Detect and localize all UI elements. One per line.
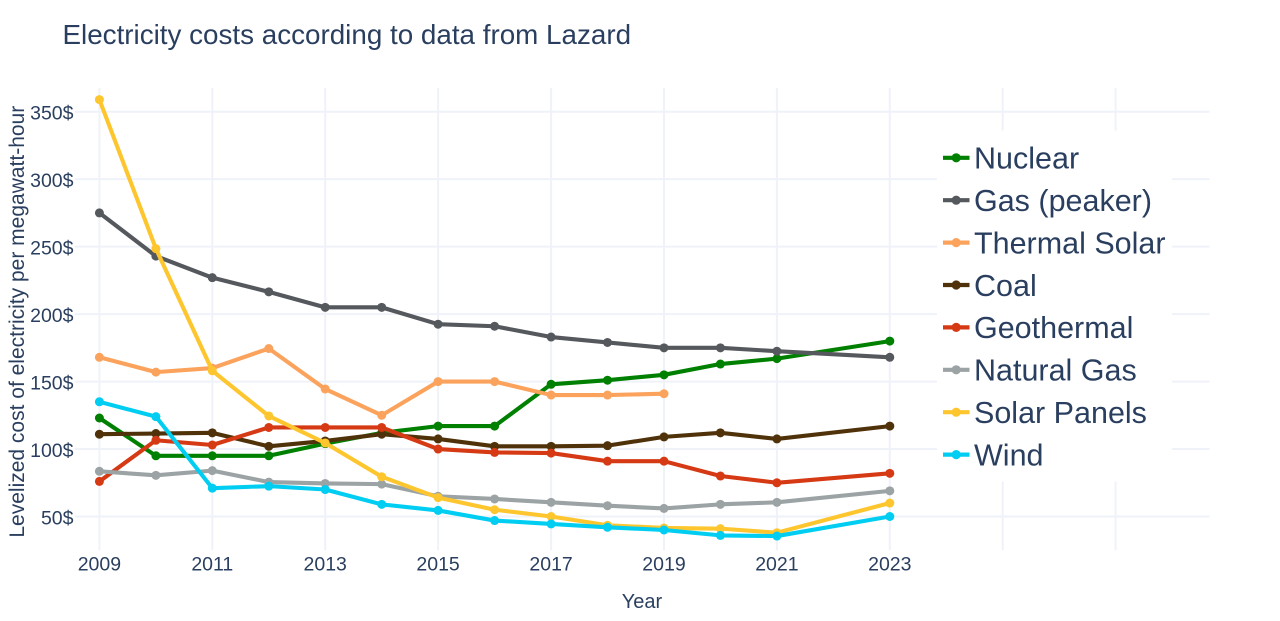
- svg-text:2021: 2021: [755, 553, 798, 575]
- svg-text:300$: 300$: [30, 170, 74, 192]
- svg-text:Coal: Coal: [974, 269, 1037, 303]
- svg-text:Nuclear: Nuclear: [974, 142, 1079, 176]
- svg-text:150$: 150$: [30, 373, 74, 395]
- svg-text:200$: 200$: [30, 305, 74, 327]
- svg-text:50$: 50$: [41, 508, 74, 530]
- svg-text:Natural Gas: Natural Gas: [974, 354, 1137, 388]
- svg-text:Gas (peaker): Gas (peaker): [974, 184, 1152, 218]
- svg-text:2015: 2015: [416, 553, 460, 575]
- svg-text:2013: 2013: [304, 553, 347, 575]
- svg-text:Thermal Solar: Thermal Solar: [974, 226, 1166, 260]
- svg-text:Levelized cost of electricity: Levelized cost of electricity per megawa…: [6, 106, 29, 538]
- svg-text:2011: 2011: [191, 553, 233, 575]
- svg-text:100$: 100$: [30, 440, 74, 462]
- svg-text:2023: 2023: [868, 553, 911, 575]
- svg-text:Solar Panels: Solar Panels: [974, 396, 1147, 430]
- svg-text:2017: 2017: [529, 553, 572, 575]
- svg-text:Year: Year: [622, 591, 663, 613]
- svg-text:2009: 2009: [78, 553, 121, 575]
- svg-text:Wind: Wind: [974, 438, 1044, 472]
- svg-text:250$: 250$: [30, 238, 74, 260]
- svg-text:Electricity costs according to: Electricity costs according to data from…: [63, 19, 632, 50]
- svg-text:350$: 350$: [30, 103, 74, 125]
- svg-text:Geothermal: Geothermal: [974, 311, 1133, 345]
- svg-text:2019: 2019: [642, 553, 685, 575]
